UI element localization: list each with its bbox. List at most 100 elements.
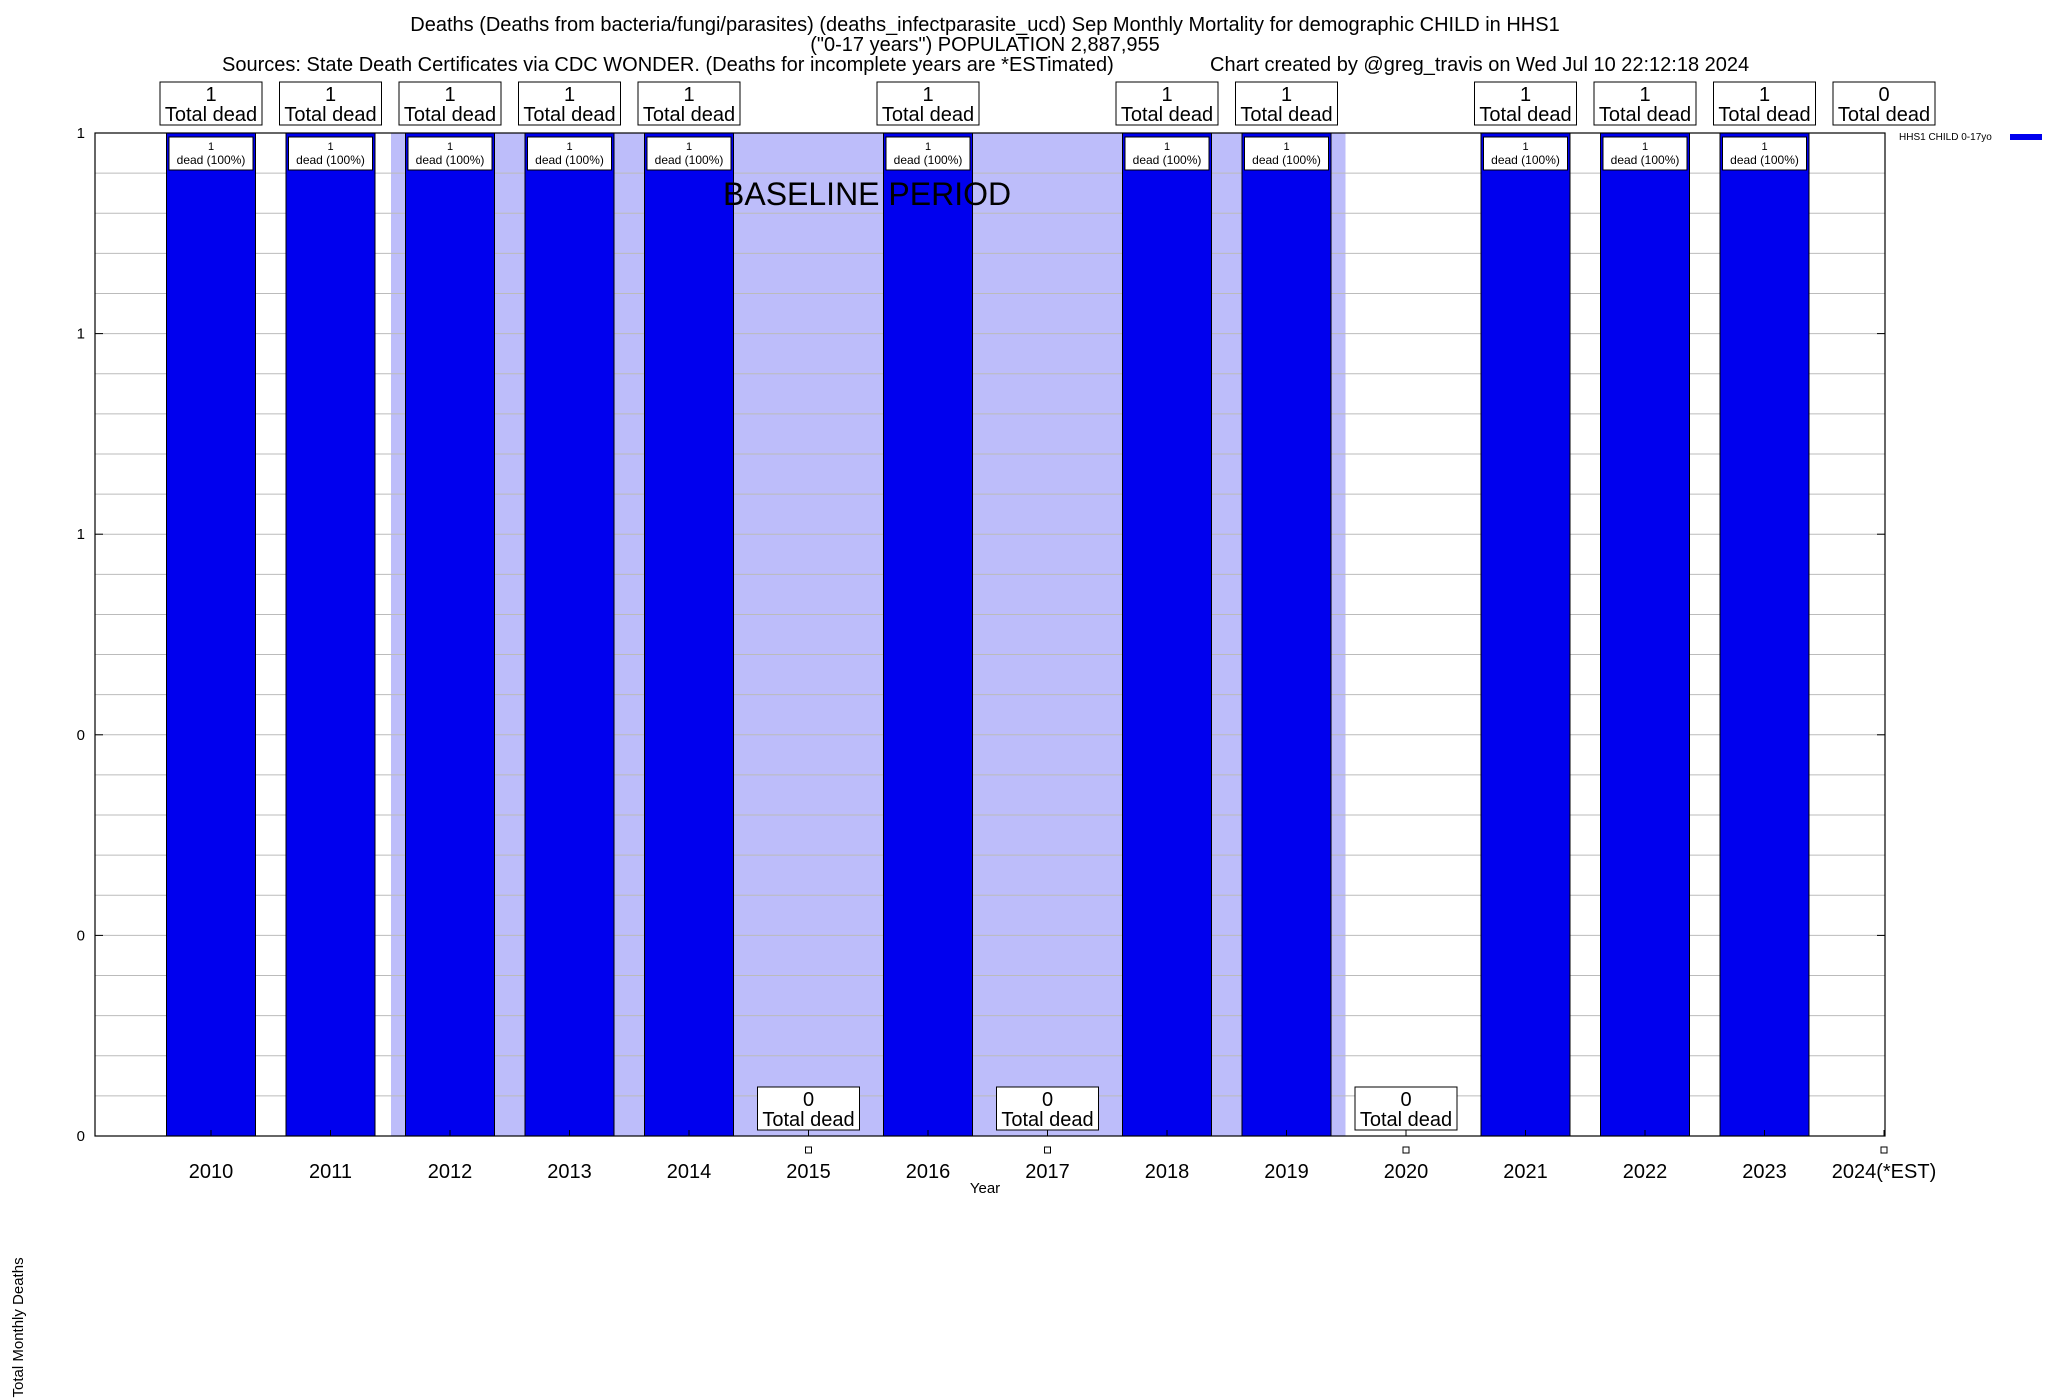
total-label-value: 1 <box>1520 84 1531 106</box>
total-label-box <box>1474 81 1577 126</box>
total-label-value: 1 <box>1281 84 1292 106</box>
total-label-text: Total dead <box>1479 104 1571 126</box>
bar-label-value: 1 <box>1522 141 1528 153</box>
bar-label-box <box>1722 136 1807 171</box>
total-label-box <box>1713 81 1816 126</box>
legend-swatch <box>2010 134 2042 140</box>
total-label-text: Total dead <box>404 104 496 126</box>
bar-label-box <box>168 136 254 171</box>
bar-label-box <box>407 136 493 171</box>
total-label-box <box>996 1086 1099 1131</box>
bar-label-text: dead (100%) <box>894 153 963 167</box>
total-label-box <box>279 81 382 126</box>
total-label-value: 0 <box>1400 1089 1411 1111</box>
x-tick-label: 2011 <box>309 1161 352 1183</box>
bar-label-text: dead (100%) <box>177 153 246 167</box>
bar <box>166 132 256 1137</box>
total-label-box <box>757 1086 860 1131</box>
bar-chart: 0 0 0 1 1 1 2010 2011 2012 2013 2014 2015 2016 2017 20… <box>77 81 2042 1183</box>
legend-label: HHS1 CHILD 0-17yo <box>1899 132 1992 143</box>
total-label-text: Total dead <box>165 104 257 126</box>
bar-label-text: dead (100%) <box>1133 153 1202 167</box>
bar <box>883 132 973 1137</box>
total-label-value: 1 <box>1759 84 1770 106</box>
chart-title-line1: Deaths (Deaths from bacteria/fungi/paras… <box>410 14 1560 36</box>
bar <box>405 132 495 1137</box>
bar-label-box <box>1124 136 1210 171</box>
total-label-value: 0 <box>1878 84 1889 106</box>
total-label-text: Total dead <box>1240 104 1332 126</box>
bar-label-text: dead (100%) <box>655 153 724 167</box>
bar-label-box <box>1244 136 1329 171</box>
bar-label-value: 1 <box>1642 141 1648 153</box>
total-label-value: 1 <box>1161 84 1172 106</box>
total-label-value: 1 <box>922 84 933 106</box>
bar-label-value: 1 <box>1761 141 1767 153</box>
total-label-text: Total dead <box>1718 104 1810 126</box>
chart-credit-line: Chart created by @greg_travis on Wed Jul… <box>1210 54 1750 76</box>
total-label-value: 1 <box>444 84 455 106</box>
total-label-box <box>159 81 263 126</box>
total-label-text: Total dead <box>1599 104 1691 126</box>
total-label-value: 0 <box>803 1089 814 1111</box>
total-label-box <box>1593 81 1697 126</box>
total-label-value: 1 <box>325 84 336 106</box>
x-tick-label: 2023 <box>1742 1161 1787 1183</box>
bar-label-box <box>288 136 373 171</box>
x-tick-label: 2015 <box>786 1161 831 1183</box>
total-label-text: Total dead <box>523 104 615 126</box>
y-axis-label: Total Monthly Deaths <box>10 1257 27 1398</box>
x-tick-label: 2016 <box>906 1161 951 1183</box>
y-tick-label: 1 <box>77 526 85 543</box>
baseline-annotation: BASELINE PERIOD <box>723 176 1011 212</box>
bar-label-text: dead (100%) <box>1252 153 1321 167</box>
total-label-text: Total dead <box>284 104 376 126</box>
bar-label-box <box>646 136 732 171</box>
bar <box>644 132 734 1137</box>
total-label-box <box>1354 1086 1458 1131</box>
bar <box>524 132 615 1137</box>
total-label-value: 1 <box>205 84 216 106</box>
total-label-box <box>637 81 741 126</box>
y-tick-label: 0 <box>77 1128 85 1145</box>
x-axis-label: Year <box>969 1180 1001 1197</box>
x-tick-label: 2020 <box>1384 1161 1429 1183</box>
total-label-box <box>398 81 502 126</box>
bar <box>1122 132 1212 1137</box>
x-tick-label: 2024(*EST) <box>1832 1161 1937 1183</box>
y-tick-label: 0 <box>77 727 85 744</box>
chart-title-line2: ("0-17 years") POPULATION 2,887,955 <box>810 34 1160 56</box>
total-label-text: Total dead <box>1360 1109 1452 1131</box>
bar <box>1719 132 1810 1137</box>
bar-label-text: dead (100%) <box>1611 153 1680 167</box>
bar-label-value: 1 <box>566 141 572 153</box>
bar <box>1480 132 1571 1137</box>
bar <box>1241 132 1332 1137</box>
bar-label-value: 1 <box>447 141 453 153</box>
total-label-text: Total dead <box>882 104 974 126</box>
bar-label-value: 1 <box>686 141 692 153</box>
zero-marker <box>1402 1146 1410 1154</box>
bar-label-text: dead (100%) <box>535 153 604 167</box>
bar <box>285 132 376 1137</box>
total-label-text: Total dead <box>762 1109 854 1131</box>
zero-marker <box>1880 1146 1888 1154</box>
bar-label-text: dead (100%) <box>296 153 365 167</box>
chart-sources-line: Sources: State Death Certificates via CD… <box>222 54 1114 76</box>
x-tick-label: 2014 <box>667 1161 712 1183</box>
x-tick-label: 2021 <box>1503 1161 1548 1183</box>
total-label-box <box>1235 81 1338 126</box>
total-label-box <box>518 81 621 126</box>
x-tick-label: 2010 <box>189 1161 234 1183</box>
bar-label-box <box>885 136 971 171</box>
y-tick-label: 1 <box>77 125 85 142</box>
total-label-box <box>876 81 980 126</box>
total-label-box <box>1115 81 1219 126</box>
total-label-text: Total dead <box>1121 104 1213 126</box>
y-tick-label: 0 <box>77 927 85 944</box>
x-tick-label: 2022 <box>1623 1161 1668 1183</box>
bar-label-box <box>1602 136 1688 171</box>
x-tick-label: 2017 <box>1025 1161 1070 1183</box>
zero-marker <box>805 1146 812 1154</box>
bar-label-text: dead (100%) <box>416 153 485 167</box>
